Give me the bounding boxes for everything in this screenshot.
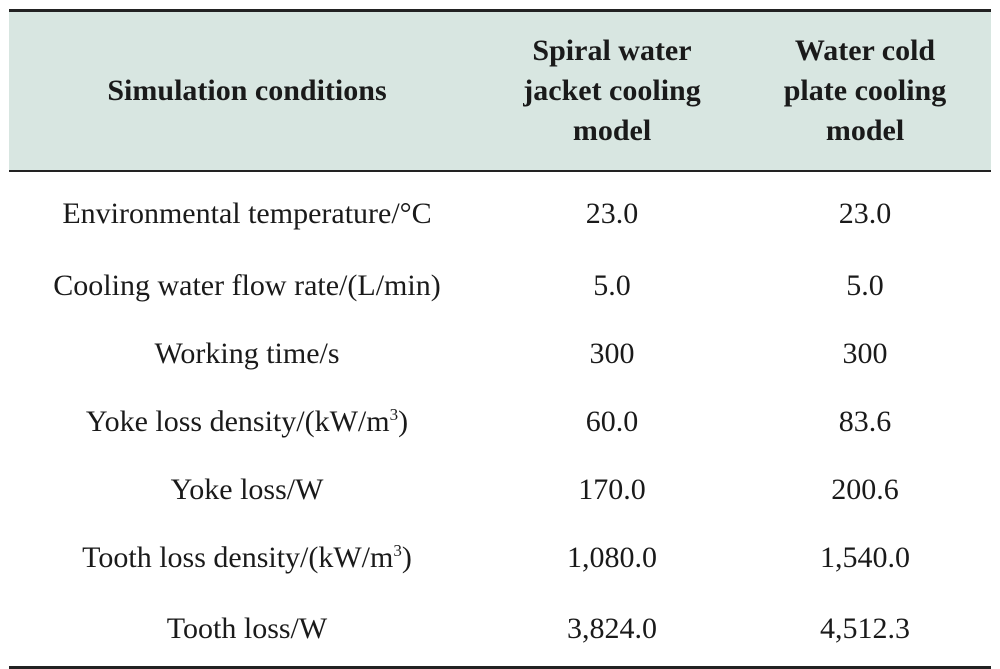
cold-plate-value: 1,540.0 — [820, 541, 910, 574]
table-header-row: Simulation conditions Spiral water jacke… — [9, 9, 991, 172]
header-spiral-water-jacket-model: Spiral water jacket cooling model — [485, 9, 739, 172]
table-row: Environmental temperature/°C 23.0 23.0 — [9, 171, 991, 252]
cold-plate-value: 200.6 — [831, 473, 899, 506]
header-line: Spiral water — [532, 34, 692, 67]
table-row: Tooth loss/W 3,824.0 4,512.3 — [9, 592, 991, 669]
condition-label: Yoke loss density/(kW/m3) — [9, 388, 485, 456]
condition-label-tail: ) — [401, 541, 412, 574]
spiral-jacket-value: 3,824.0 — [485, 592, 739, 669]
condition-label-text: Yoke loss/W — [170, 473, 324, 506]
table-row: Cooling water flow rate/(L/min) 5.0 5.0 — [9, 252, 991, 320]
condition-label-text: Tooth loss density/(kW/m — [82, 541, 394, 574]
cold-plate-value: 300 — [842, 337, 888, 370]
spiral-jacket-value: 5.0 — [593, 269, 631, 302]
spiral-jacket-value: 300 — [589, 337, 635, 370]
table-row: Tooth loss density/(kW/m3) 1,080.0 1,540… — [9, 524, 991, 592]
condition-label: Yoke loss/W — [9, 456, 485, 524]
condition-label: Environmental temperature/°C — [9, 171, 485, 252]
condition-label: Working time/s — [9, 320, 485, 388]
condition-label: Tooth loss/W — [9, 592, 485, 669]
condition-label: Tooth loss density/(kW/m3) — [9, 524, 485, 592]
cold-plate-value: 83.6 — [838, 405, 892, 438]
condition-label-text: Working time/s — [154, 337, 340, 370]
header-water-cold-plate-model: Water cold plate cooling model — [739, 9, 991, 172]
header-line: Water cold — [794, 34, 936, 67]
condition-label-superscript: 3 — [389, 405, 399, 424]
condition-label: Cooling water flow rate/(L/min) — [9, 252, 485, 320]
condition-label-tail: ) — [398, 405, 409, 438]
header-line: jacket cooling — [523, 74, 701, 107]
cold-plate-value: 23.0 — [838, 197, 892, 230]
cold-plate-value: 4,512.3 — [739, 592, 991, 669]
condition-label-text: Tooth loss/W — [166, 612, 328, 645]
table-row: Working time/s 300 300 — [9, 320, 991, 388]
condition-label-text: Yoke loss density/(kW/m — [85, 405, 390, 438]
header-line: model — [572, 114, 652, 147]
table-row: Yoke loss density/(kW/m3) 60.0 83.6 — [9, 388, 991, 456]
cold-plate-value: 5.0 — [846, 269, 884, 302]
spiral-jacket-value: 1,080.0 — [567, 541, 657, 574]
header-line: model — [825, 114, 905, 147]
condition-label-text: Cooling water flow rate/(L/min) — [53, 269, 441, 302]
simulation-conditions-table: Simulation conditions Spiral water jacke… — [9, 9, 991, 669]
spiral-jacket-value: 23.0 — [585, 197, 639, 230]
spiral-jacket-value: 170.0 — [578, 473, 646, 506]
condition-label-text: Environmental temperature/°C — [62, 197, 432, 230]
header-line: Simulation conditions — [107, 74, 387, 107]
header-line: plate cooling — [783, 74, 947, 107]
table-row: Yoke loss/W 170.0 200.6 — [9, 456, 991, 524]
header-simulation-conditions: Simulation conditions — [9, 9, 485, 172]
spiral-jacket-value: 60.0 — [585, 405, 639, 438]
condition-label-superscript: 3 — [393, 541, 402, 560]
